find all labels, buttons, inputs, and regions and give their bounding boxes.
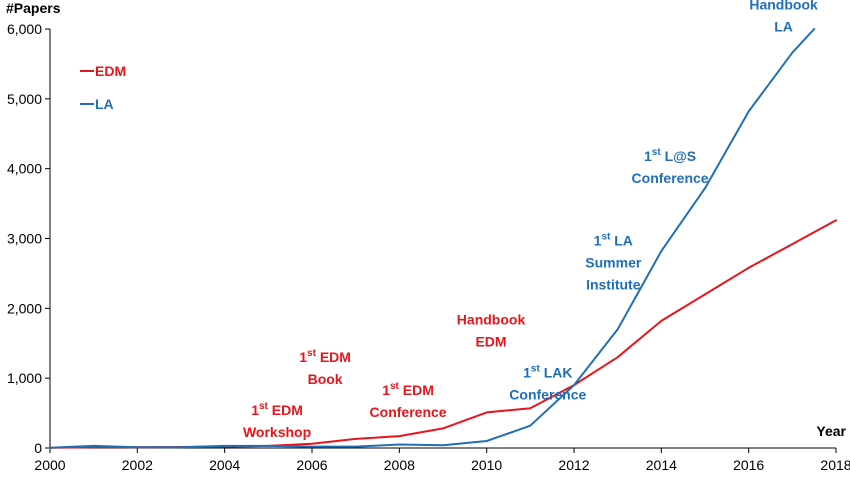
annotation-label: 1st EDM Workshop	[243, 401, 311, 440]
annotation-ordinal-suffix: st	[531, 363, 541, 374]
x-tick-label: 2010	[471, 457, 502, 473]
annotation-ordinal: 1	[382, 382, 390, 398]
x-tick-label: 2008	[384, 457, 415, 473]
annotation-ordinal: 1	[523, 364, 531, 380]
annotation-ordinal-suffix: st	[652, 147, 662, 158]
annotation-label: 1st EDM Conference	[370, 381, 447, 420]
y-tick-label: 5,000	[7, 91, 42, 107]
x-tick-label: 2018	[820, 457, 850, 473]
annotation-label: 1st EDM Book	[299, 348, 351, 387]
x-tick-label: 2000	[34, 457, 65, 473]
annotation-line: 1st LA	[594, 231, 633, 248]
annotation-ordinal-suffix: st	[390, 381, 400, 392]
x-tick-label: 2002	[122, 457, 153, 473]
annotation-text: LAK	[540, 364, 573, 380]
annotation-text: L@S	[661, 148, 696, 164]
y-tick-label: 6,000	[7, 21, 42, 37]
annotation-line: Handbook	[749, 0, 818, 12]
annotation-ordinal-suffix: st	[307, 348, 317, 359]
x-axis-title: Year	[816, 423, 846, 439]
annotation-ordinal: 1	[594, 232, 602, 248]
annotation-text: EDM	[268, 402, 303, 418]
annotation-ordinal-suffix: st	[601, 231, 611, 242]
y-tick-label: 1,000	[7, 370, 42, 386]
x-tick-label: 2016	[733, 457, 764, 473]
series-line-la	[49, 28, 816, 449]
annotation-line: EDM	[475, 333, 506, 349]
annotation-ordinal: 1	[644, 148, 652, 164]
annotation-line: 1st EDM	[299, 348, 351, 365]
x-tick-label: 2012	[558, 457, 589, 473]
x-tick-label: 2004	[209, 457, 240, 473]
annotation-label: 1st L@S Conference	[632, 147, 709, 186]
y-tick-label: 4,000	[7, 161, 42, 177]
annotation-line: Workshop	[243, 424, 311, 440]
annotation-label: Handbook LA	[749, 0, 818, 34]
annotation-ordinal-suffix: st	[259, 401, 269, 412]
y-tick-label: 2,000	[7, 300, 42, 316]
annotation-line: 1st EDM	[251, 401, 303, 418]
annotation-label: Handbook EDM	[457, 311, 526, 349]
annotation-line: Book	[308, 371, 343, 387]
legend-label-edm: EDM	[95, 63, 126, 79]
annotation-line: LA	[774, 18, 793, 34]
annotation-line: 1st EDM	[382, 381, 434, 398]
y-tick-label: 3,000	[7, 231, 42, 247]
annotation-line: Summer	[585, 254, 642, 270]
annotation-line: 1st LAK	[523, 363, 572, 380]
annotation-label: 1st LAK Conference	[509, 363, 586, 402]
annotation-line: Handbook	[457, 311, 526, 327]
y-tick-label: 0	[34, 440, 42, 456]
x-tick-label: 2014	[646, 457, 677, 473]
annotation-text: EDM	[316, 349, 351, 365]
annotation-line: 1st L@S	[644, 147, 696, 164]
annotation-text: LA	[610, 232, 633, 248]
legend-label-la: LA	[95, 96, 114, 112]
annotation-label: 1st LA Summer Institute	[585, 231, 642, 292]
x-tick-label: 2006	[296, 457, 327, 473]
annotation-line: Conference	[370, 404, 447, 420]
annotation-line: Conference	[509, 386, 586, 402]
annotation-line: Conference	[632, 170, 709, 186]
annotation-ordinal: 1	[299, 349, 307, 365]
y-axis-title: #Papers	[6, 0, 61, 16]
annotation-line: Institute	[586, 276, 641, 292]
annotation-ordinal: 1	[251, 402, 259, 418]
annotation-text: EDM	[399, 382, 434, 398]
